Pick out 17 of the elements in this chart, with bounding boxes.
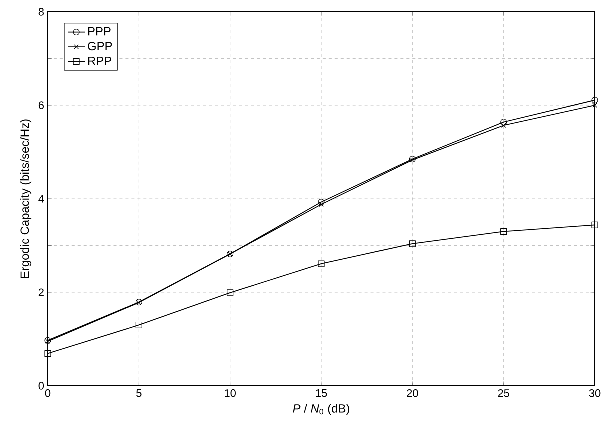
x-axis-title: P / N$_{0}$ (dB) bbox=[293, 404, 350, 416]
y-tick-label: 2 bbox=[38, 288, 44, 296]
x-tick-label: 20 bbox=[407, 390, 418, 398]
y-axis-title: Ergodic Capacity (bits/sec/Hz) bbox=[20, 120, 32, 278]
x-tick-label: 15 bbox=[316, 390, 328, 398]
x-tick-label: 25 bbox=[498, 390, 510, 398]
y-tick-label: 4 bbox=[38, 195, 44, 203]
y-tick-label: 8 bbox=[38, 8, 44, 16]
x-tick-label: 5 bbox=[136, 390, 142, 398]
legend-label: GPP bbox=[88, 42, 112, 51]
y-tick-label: 6 bbox=[38, 102, 44, 110]
x-tick-label: 0 bbox=[45, 390, 51, 398]
legend-label: PPP bbox=[88, 27, 111, 36]
legend-label: RPP bbox=[88, 56, 112, 66]
x-tick-label: 10 bbox=[225, 390, 236, 398]
y-tick-label: 0 bbox=[38, 382, 44, 390]
x-tick-label: 30 bbox=[589, 390, 601, 398]
